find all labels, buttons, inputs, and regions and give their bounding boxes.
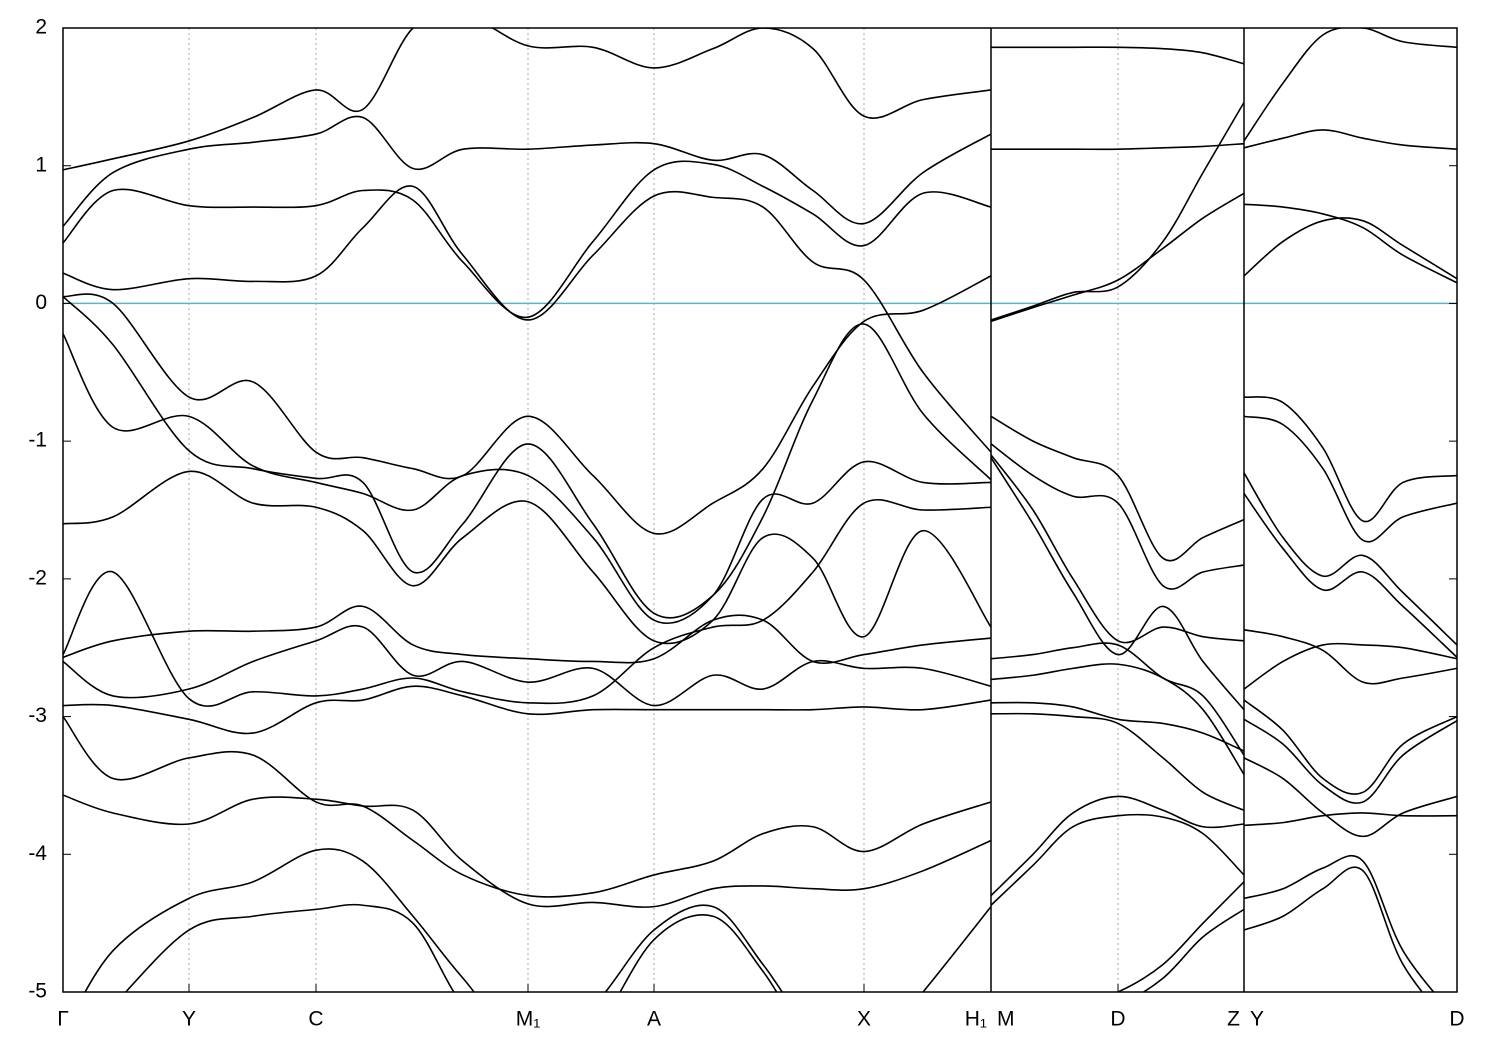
band-line <box>63 624 992 707</box>
band-line <box>63 605 992 665</box>
band-line <box>1115 881 1245 992</box>
y-tick-label: -2 <box>28 566 47 589</box>
band-line <box>63 498 992 707</box>
x-tick-label: Y <box>182 1008 196 1031</box>
band-line <box>990 46 1245 65</box>
band-line <box>1243 757 1457 838</box>
plot-area <box>63 28 1457 992</box>
band-line <box>63 794 992 908</box>
y-tick-label: 1 <box>35 153 47 176</box>
x-tick-label: C <box>308 1008 323 1031</box>
band-line <box>63 295 992 619</box>
x-tick-label: D <box>1110 1008 1125 1031</box>
y-tick-label: -3 <box>28 704 47 727</box>
band-line <box>124 903 778 992</box>
x-tick-label: D <box>1449 1008 1464 1031</box>
x-tick-label: M <box>997 1008 1015 1031</box>
x-tick-label: A <box>647 1008 661 1031</box>
band-line <box>63 470 992 645</box>
band-line <box>63 28 992 171</box>
band-line <box>990 712 1245 811</box>
band-line <box>1243 396 1457 523</box>
band-line <box>990 457 1245 711</box>
y-tick-label: 0 <box>35 291 47 314</box>
band-line <box>63 685 992 735</box>
band-line <box>990 443 1245 590</box>
band-line <box>1243 203 1457 284</box>
band-line <box>990 701 1245 752</box>
band-line <box>1243 28 1457 142</box>
band-line <box>63 160 992 319</box>
band-line <box>1243 642 1457 690</box>
band-line <box>63 716 992 898</box>
band-line <box>990 795 1245 897</box>
band-line <box>990 642 1245 756</box>
x-tick-label: Y <box>1250 1008 1264 1031</box>
y-tick-label: -4 <box>28 842 47 865</box>
x-tick-label: Z <box>1227 1008 1240 1031</box>
y-tick-label: 2 <box>35 16 47 39</box>
band-line <box>1243 854 1435 992</box>
x-tick-label: H₁ <box>965 1008 987 1031</box>
band-line <box>1243 415 1457 543</box>
band-line <box>1142 908 1245 992</box>
band-line <box>1243 129 1457 150</box>
x-tick-label: Γ <box>57 1008 69 1031</box>
band-line <box>1243 472 1457 646</box>
band-line <box>990 663 1245 775</box>
band-line <box>84 848 992 992</box>
band-line <box>1243 629 1457 685</box>
band-line <box>990 454 1245 644</box>
y-tick-label: -5 <box>28 980 47 1003</box>
x-tick-label: M₁ <box>516 1008 541 1031</box>
band-line <box>63 333 992 625</box>
band-line <box>1243 699 1457 795</box>
band-line <box>1243 718 1457 804</box>
band-line <box>63 185 992 453</box>
band-line <box>990 813 1245 906</box>
band-line <box>63 115 992 227</box>
band-line <box>990 415 1245 562</box>
band-line <box>1243 217 1457 280</box>
band-line <box>990 101 1245 321</box>
band-line <box>1243 493 1457 658</box>
band-line <box>990 192 1245 323</box>
plot-border <box>62 27 1458 993</box>
band-line <box>991 142 1245 151</box>
y-tick-label: -1 <box>28 429 47 452</box>
band-line <box>63 275 992 535</box>
band-line <box>1243 812 1457 827</box>
x-tick-label: X <box>857 1008 871 1031</box>
band-line <box>1243 866 1424 992</box>
